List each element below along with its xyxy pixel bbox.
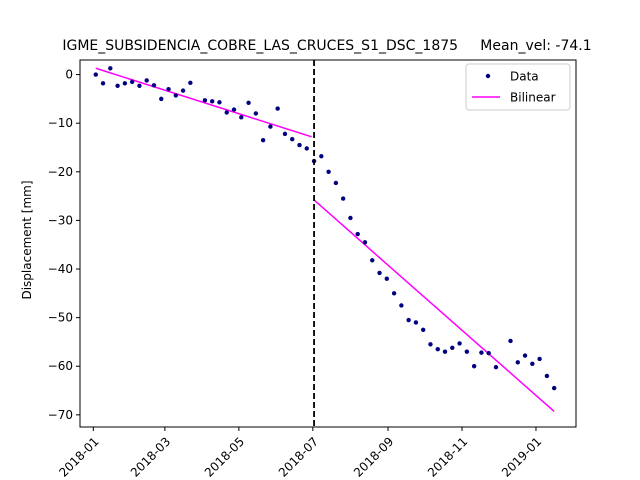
data-point-60 — [537, 356, 542, 362]
bilinear-segment-2 — [313, 199, 555, 413]
data-point-40 — [384, 276, 390, 281]
data-point-19 — [231, 107, 237, 112]
y-tick-label: 0 — [65, 68, 73, 82]
data-point-49 — [450, 345, 455, 350]
chart-title: IGME_SUBSIDENCIA_COBRE_LAS_CRUCES_S1_DSC… — [62, 38, 591, 54]
plot-area — [79, 59, 577, 428]
legend-label[interactable]: Bilinear — [510, 91, 556, 105]
data-point-50 — [457, 341, 462, 346]
data-point-7 — [137, 83, 142, 88]
data-point-61 — [544, 373, 550, 379]
y-tick-label: −50 — [48, 311, 73, 325]
data-point-24 — [268, 124, 273, 129]
data-point-38 — [370, 258, 375, 263]
data-point-43 — [406, 317, 411, 323]
data-point-42 — [399, 303, 404, 308]
data-point-28 — [297, 142, 302, 148]
data-point-1 — [93, 72, 98, 77]
data-point-54 — [486, 350, 491, 356]
data-point-46 — [428, 342, 433, 347]
y-axis: 0 −10 −20 −30 −40 −50 −60 −70 — [48, 68, 80, 422]
data-point-11 — [166, 86, 171, 92]
legend-marker-data — [485, 73, 491, 79]
data-point-57 — [515, 360, 520, 365]
x-tick-label: 2019-01 — [499, 434, 544, 479]
data-point-23 — [260, 138, 266, 143]
data-point-18 — [224, 110, 229, 115]
data-point-39 — [377, 270, 382, 276]
data-point-41 — [391, 291, 397, 296]
legend[interactable]: Data Bilinear — [465, 63, 571, 111]
data-point-47 — [435, 347, 440, 352]
data-point-52 — [471, 364, 477, 369]
data-point-17 — [217, 100, 222, 105]
data-point-35 — [348, 215, 353, 221]
data-point-15 — [202, 98, 208, 103]
x-tick-label: 2018-09 — [351, 434, 396, 479]
data-point-2 — [100, 81, 106, 86]
data-point-10 — [159, 96, 164, 102]
data-point-48 — [442, 349, 448, 354]
legend-box — [465, 63, 571, 111]
data-point-58 — [522, 353, 528, 358]
data-point-22 — [253, 111, 259, 116]
x-tick-label: 2018-03 — [128, 434, 173, 479]
y-tick-label: −10 — [48, 116, 73, 130]
data-point-31 — [319, 154, 324, 159]
bilinear-segment-1 — [95, 67, 312, 138]
data-point-20 — [239, 115, 244, 120]
data-point-44 — [413, 320, 419, 325]
x-tick-label: 2018-01 — [56, 434, 101, 479]
data-point-16 — [209, 99, 215, 104]
data-point-29 — [304, 146, 309, 151]
y-tick-label: −20 — [48, 165, 73, 179]
legend-label[interactable]: Data — [510, 70, 539, 84]
x-axis: 2018-01 2018-03 2018-05 2018-07 2018-09 2018-… — [56, 427, 544, 480]
data-point-51 — [464, 349, 470, 354]
data-point-36 — [355, 231, 360, 237]
data-point-33 — [333, 180, 339, 186]
data-point-25 — [275, 106, 280, 111]
data-point-21 — [246, 100, 251, 105]
data-point-27 — [290, 137, 295, 142]
data-point-12 — [173, 93, 179, 98]
data-point-45 — [420, 327, 426, 332]
y-axis-label: Displacement [mm] — [20, 180, 34, 299]
data-point-8 — [144, 78, 149, 83]
data-point-13 — [180, 88, 186, 93]
x-tick-label: 2018-11 — [425, 434, 470, 479]
plot-frame — [79, 59, 577, 428]
data-point-3 — [108, 66, 113, 71]
data-point-34 — [340, 196, 346, 201]
data-point-5 — [122, 81, 128, 86]
data-point-6 — [129, 79, 135, 85]
data-point-53 — [479, 350, 484, 355]
data-point-55 — [493, 365, 499, 370]
y-tick-label: −60 — [48, 359, 73, 373]
data-point-9 — [151, 83, 157, 88]
data-point-26 — [282, 131, 288, 137]
data-point-14 — [188, 80, 193, 86]
x-tick-label: 2018-07 — [276, 434, 321, 479]
data-point-59 — [530, 361, 535, 367]
data-point-37 — [362, 240, 368, 245]
data-point-4 — [115, 83, 120, 88]
data-point-32 — [326, 169, 331, 175]
y-tick-label: −40 — [48, 262, 73, 276]
y-tick-label: −30 — [48, 213, 73, 227]
x-tick-label: 2018-05 — [202, 434, 247, 479]
data-point-62 — [551, 385, 557, 391]
y-tick-label: −70 — [48, 408, 73, 422]
data-point-56 — [508, 338, 513, 344]
